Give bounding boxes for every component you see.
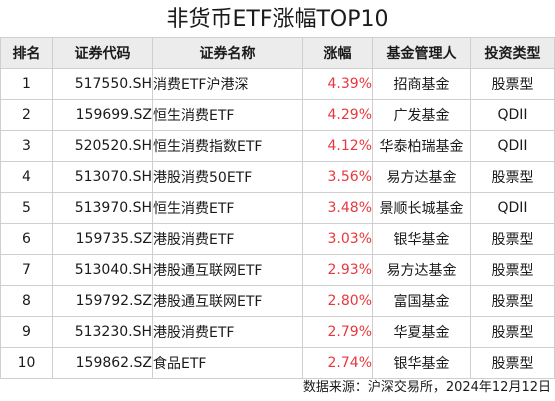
cell-rank: 2 xyxy=(0,99,53,131)
cell-rank: 7 xyxy=(0,254,53,286)
cell-manager: 华夏基金 xyxy=(372,316,471,348)
table-row: 5 513970.SH 恒生消费ETF 3.48% 景顺长城基金 QDII xyxy=(0,192,555,224)
cell-code: 159699.SZ xyxy=(52,99,153,131)
cell-change: 2.93% xyxy=(302,254,373,286)
header-type: 投资类型 xyxy=(470,37,555,69)
cell-code: 159792.SZ xyxy=(52,285,153,317)
etf-ranking-table: 排名 证券代码 证券名称 涨幅 基金管理人 投资类型 1 517550.SH 消… xyxy=(0,37,555,379)
cell-change: 2.79% xyxy=(302,316,373,348)
table-row: 1 517550.SH 消费ETF沪港深 4.39% 招商基金 股票型 xyxy=(0,68,555,100)
cell-name: 港股通互联网ETF xyxy=(152,254,303,286)
cell-change: 2.80% xyxy=(302,285,373,317)
cell-type: 股票型 xyxy=(470,223,555,255)
cell-code: 513040.SH xyxy=(52,254,153,286)
cell-change: 4.39% xyxy=(302,68,373,100)
cell-name: 港股通互联网ETF xyxy=(152,285,303,317)
cell-code: 520520.SH xyxy=(52,130,153,162)
cell-rank: 4 xyxy=(0,161,53,193)
cell-manager: 招商基金 xyxy=(372,68,471,100)
table-row: 8 159792.SZ 港股通互联网ETF 2.80% 富国基金 股票型 xyxy=(0,285,555,317)
cell-change: 4.12% xyxy=(302,130,373,162)
cell-type: QDII xyxy=(470,99,555,131)
table-row: 7 513040.SH 港股通互联网ETF 2.93% 易方达基金 股票型 xyxy=(0,254,555,286)
header-name: 证券名称 xyxy=(152,37,303,69)
cell-type: 股票型 xyxy=(470,347,555,379)
cell-name: 港股消费ETF xyxy=(152,223,303,255)
cell-type: QDII xyxy=(470,192,555,224)
cell-type: QDII xyxy=(470,130,555,162)
cell-type: 股票型 xyxy=(470,161,555,193)
cell-code: 159735.SZ xyxy=(52,223,153,255)
cell-manager: 华泰柏瑞基金 xyxy=(372,130,471,162)
cell-name: 港股消费ETF xyxy=(152,316,303,348)
cell-change: 3.56% xyxy=(302,161,373,193)
cell-rank: 6 xyxy=(0,223,53,255)
data-source-note: 数据来源：沪深交易所，2024年12月12日 xyxy=(302,380,551,395)
table-row: 6 159735.SZ 港股消费ETF 3.03% 银华基金 股票型 xyxy=(0,223,555,255)
table-row: 2 159699.SZ 恒生消费ETF 4.29% 广发基金 QDII xyxy=(0,99,555,131)
cell-code: 513970.SH xyxy=(52,192,153,224)
cell-type: 股票型 xyxy=(470,68,555,100)
cell-name: 恒生消费ETF xyxy=(152,192,303,224)
header-rank: 排名 xyxy=(0,37,53,69)
cell-code: 517550.SH xyxy=(52,68,153,100)
cell-name: 消费ETF沪港深 xyxy=(152,68,303,100)
page-title: 非货币ETF涨幅TOP10 xyxy=(166,7,389,32)
cell-rank: 1 xyxy=(0,68,53,100)
cell-type: 股票型 xyxy=(470,285,555,317)
cell-code: 513230.SH xyxy=(52,316,153,348)
cell-rank: 5 xyxy=(0,192,53,224)
cell-manager: 易方达基金 xyxy=(372,254,471,286)
cell-code: 513070.SH xyxy=(52,161,153,193)
cell-rank: 10 xyxy=(0,347,53,379)
table-header-row: 排名 证券代码 证券名称 涨幅 基金管理人 投资类型 xyxy=(0,37,555,69)
table-row: 9 513230.SH 港股消费ETF 2.79% 华夏基金 股票型 xyxy=(0,316,555,348)
cell-type: 股票型 xyxy=(470,316,555,348)
cell-change: 4.29% xyxy=(302,99,373,131)
cell-type: 股票型 xyxy=(470,254,555,286)
table-row: 10 159862.SZ 食品ETF 2.74% 银华基金 股票型 xyxy=(0,347,555,379)
cell-manager: 易方达基金 xyxy=(372,161,471,193)
cell-code: 159862.SZ xyxy=(52,347,153,379)
cell-rank: 9 xyxy=(0,316,53,348)
cell-manager: 广发基金 xyxy=(372,99,471,131)
cell-name: 港股消费50ETF xyxy=(152,161,303,193)
cell-manager: 银华基金 xyxy=(372,347,471,379)
header-manager: 基金管理人 xyxy=(372,37,471,69)
cell-name: 食品ETF xyxy=(152,347,303,379)
cell-manager: 景顺长城基金 xyxy=(372,192,471,224)
header-change: 涨幅 xyxy=(302,37,373,69)
cell-manager: 富国基金 xyxy=(372,285,471,317)
cell-rank: 8 xyxy=(0,285,53,317)
cell-rank: 3 xyxy=(0,130,53,162)
table-row: 3 520520.SH 恒生消费指数ETF 4.12% 华泰柏瑞基金 QDII xyxy=(0,130,555,162)
cell-change: 3.03% xyxy=(302,223,373,255)
cell-name: 恒生消费ETF xyxy=(152,99,303,131)
cell-name: 恒生消费指数ETF xyxy=(152,130,303,162)
cell-manager: 银华基金 xyxy=(372,223,471,255)
table-row: 4 513070.SH 港股消费50ETF 3.56% 易方达基金 股票型 xyxy=(0,161,555,193)
cell-change: 3.48% xyxy=(302,192,373,224)
header-code: 证券代码 xyxy=(52,37,153,69)
cell-change: 2.74% xyxy=(302,347,373,379)
